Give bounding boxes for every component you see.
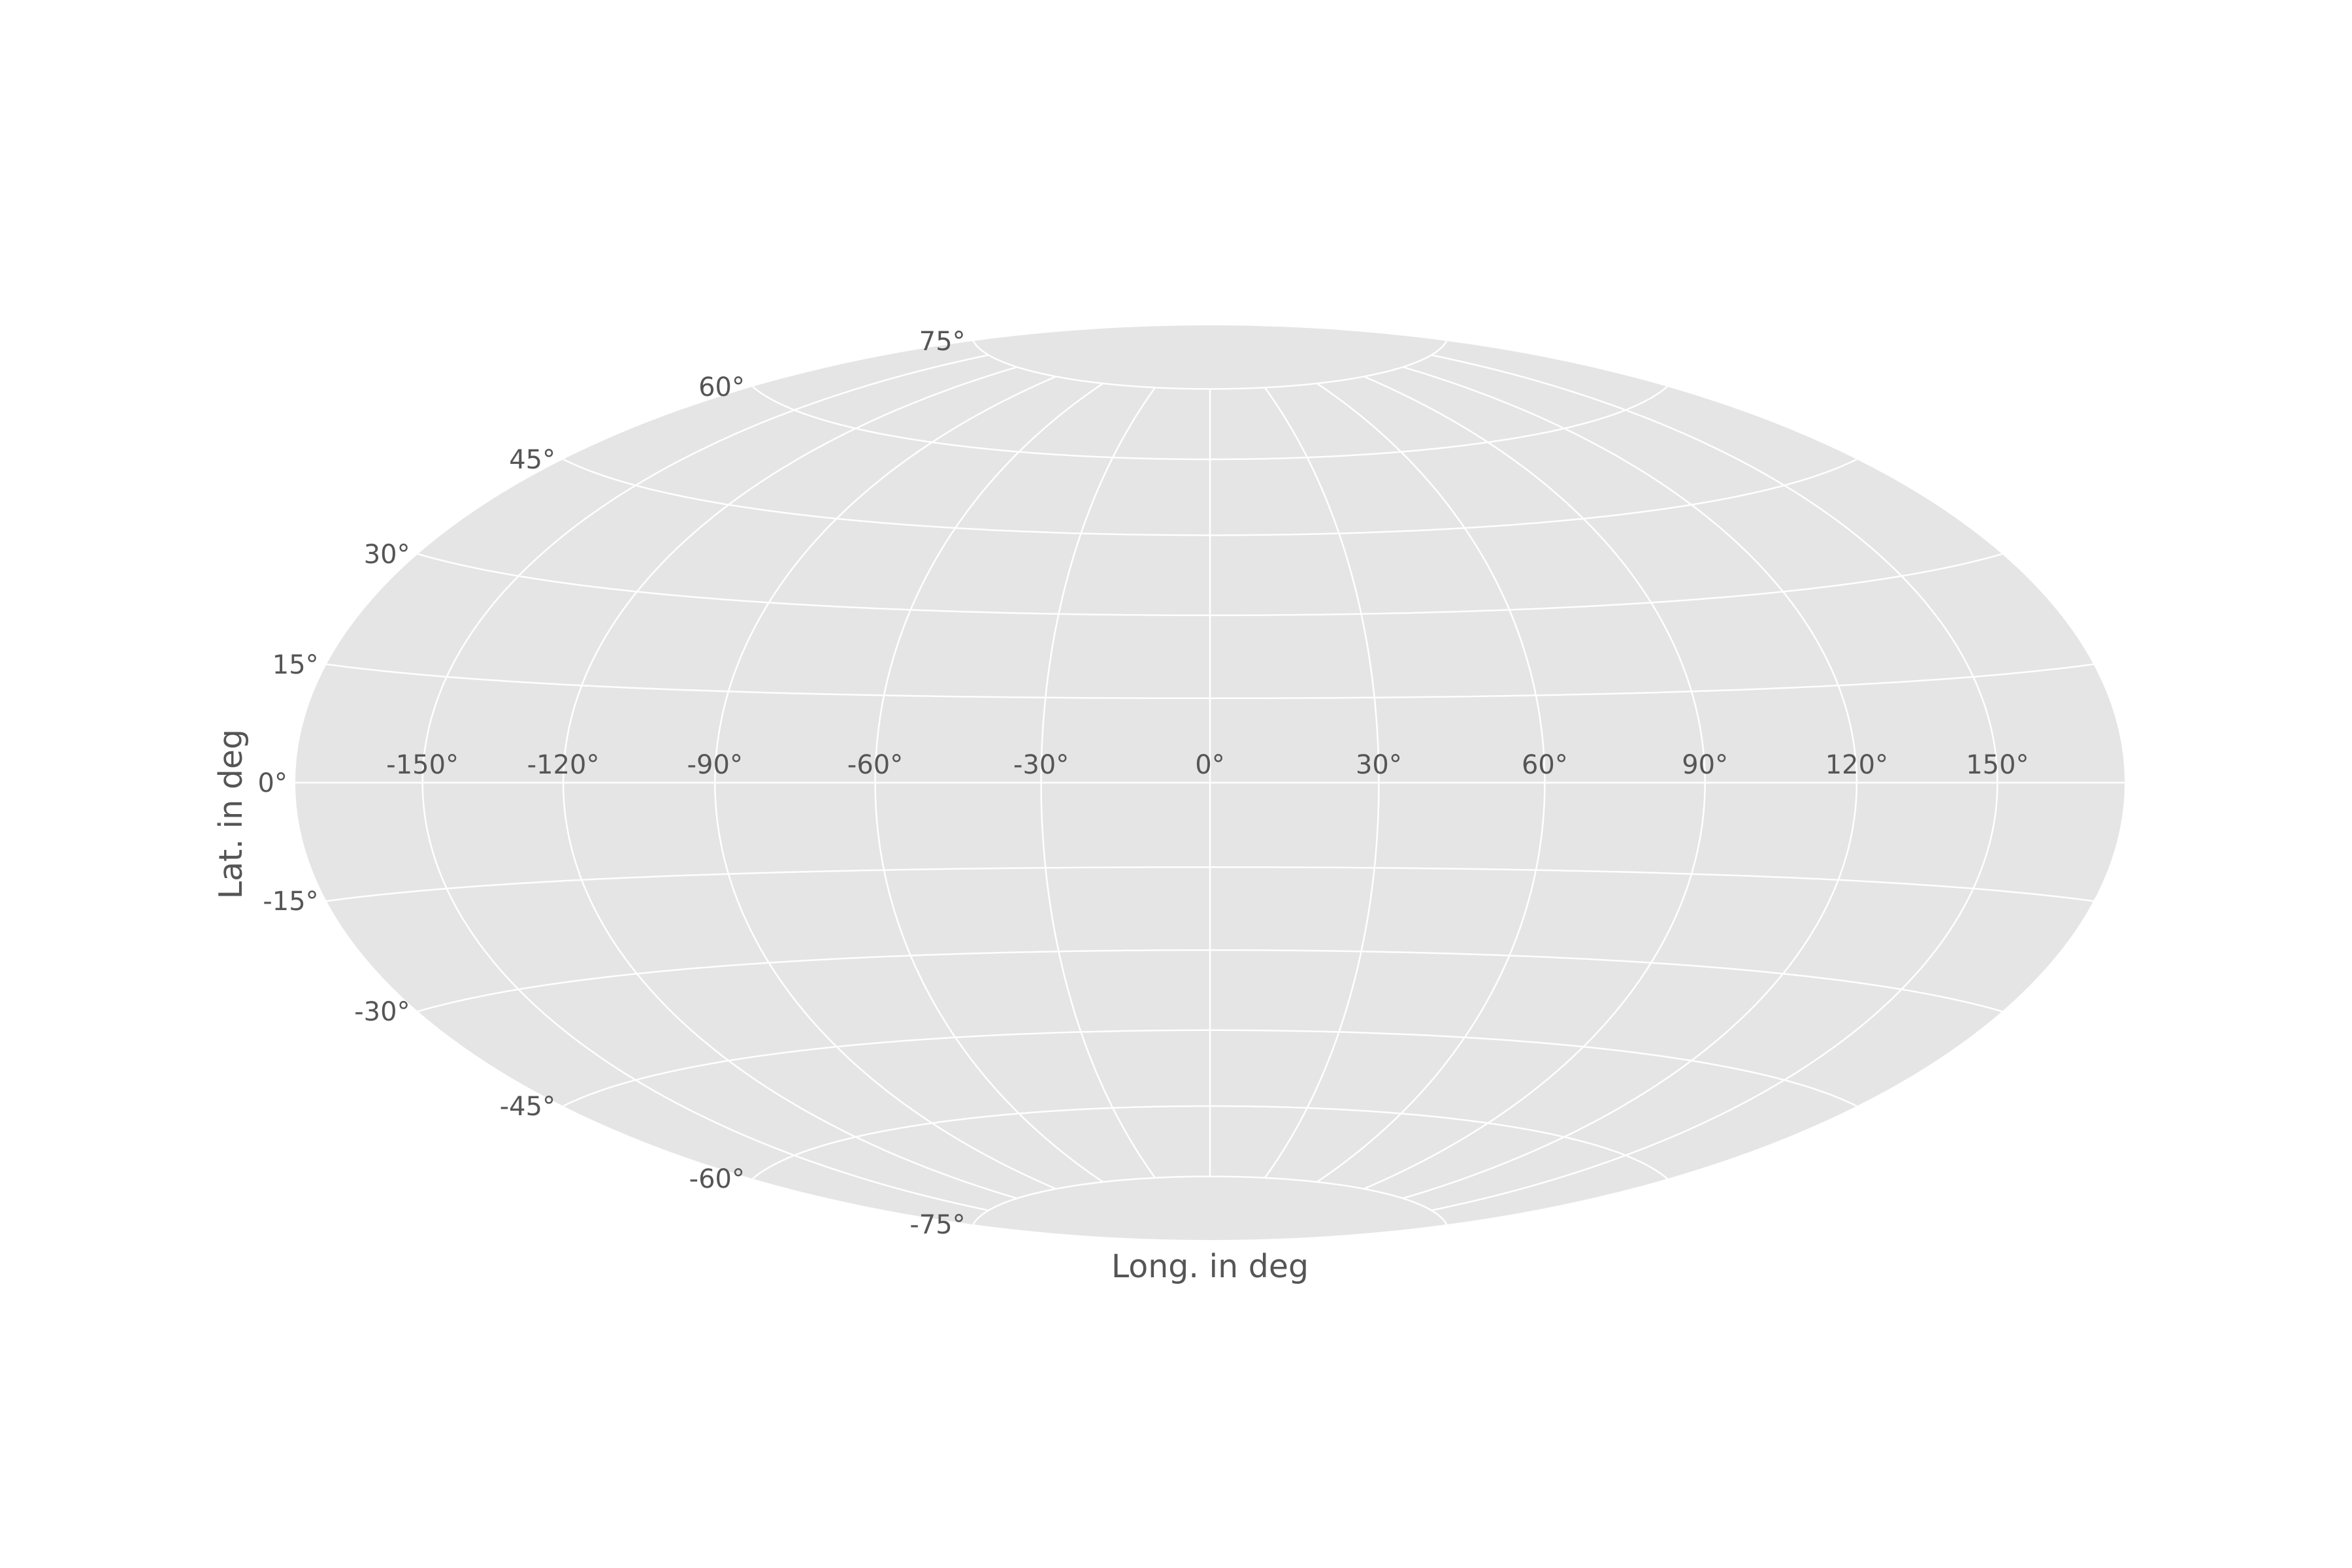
latitude-tick-label: 15° bbox=[272, 650, 319, 680]
longitude-tick-labels: -150° -120° -90° -60° -30° 0° 30° 60° 90° 120° 150… bbox=[386, 750, 2029, 780]
latitude-tick-label: 45° bbox=[509, 445, 555, 475]
longitude-tick-label: -120° bbox=[527, 750, 600, 780]
longitude-tick-label: -150° bbox=[386, 750, 459, 780]
longitude-tick-label: -60° bbox=[847, 750, 903, 780]
longitude-tick-label: 30° bbox=[1356, 750, 1402, 780]
parallel--75 bbox=[972, 1175, 1448, 1225]
longitude-tick-label: 120° bbox=[1825, 750, 1888, 780]
latitude-tick-label: 75° bbox=[919, 327, 966, 357]
parallel--30 bbox=[417, 949, 2002, 1013]
latitude-tick-label: -75° bbox=[909, 1210, 965, 1240]
parallel-15 bbox=[326, 663, 2094, 700]
longitude-tick-label: -30° bbox=[1013, 750, 1069, 780]
parallel-30 bbox=[417, 553, 2002, 617]
latitude-tick-label: 60° bbox=[698, 372, 745, 402]
y-axis-label: Lat. in deg bbox=[212, 729, 250, 899]
parallel-gridlines bbox=[295, 340, 2125, 1225]
latitude-tick-label: 30° bbox=[364, 540, 410, 570]
plot-area bbox=[295, 325, 2125, 1240]
longitude-tick-label: 60° bbox=[1522, 750, 1568, 780]
x-axis-label: Long. in deg bbox=[1111, 1248, 1309, 1285]
longitude-tick-label: -90° bbox=[687, 750, 743, 780]
latitude-tick-label: -60° bbox=[689, 1164, 745, 1194]
parallel-60 bbox=[752, 385, 1668, 461]
parallel-45 bbox=[563, 458, 1857, 536]
longitude-tick-label: 0° bbox=[1195, 750, 1224, 780]
longitude-tick-label: 90° bbox=[1682, 750, 1728, 780]
latitude-tick-label: 0° bbox=[258, 768, 287, 798]
latitude-tick-label: -30° bbox=[354, 997, 410, 1027]
parallel-75 bbox=[972, 340, 1448, 390]
latitude-tick-label: -45° bbox=[500, 1092, 555, 1122]
latitude-tick-label: -15° bbox=[263, 887, 318, 917]
parallel--60 bbox=[752, 1105, 1668, 1180]
longitude-tick-label: 150° bbox=[1966, 750, 2029, 780]
parallel--15 bbox=[326, 866, 2094, 902]
parallel--45 bbox=[563, 1029, 1857, 1107]
latitude-tick-labels: 75° 60° 45° 30° 15° 0° -15° -30° -45° -60° -75° bbox=[258, 327, 966, 1240]
